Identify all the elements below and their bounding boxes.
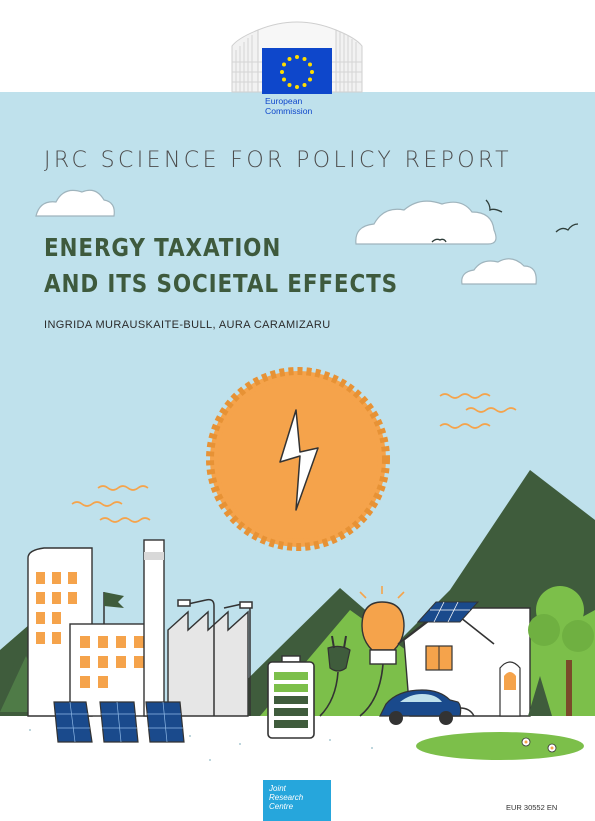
cloud-icon (461, 258, 537, 285)
house-icon (397, 601, 531, 717)
report-title: ENERGY TAXATION AND ITS SOCIETAL EFFECTS (44, 230, 405, 302)
cloud-icon (355, 200, 497, 245)
report-number: EUR 30552 EN (506, 803, 558, 812)
cloud-icon (35, 189, 115, 217)
jrc-line-3: Centre (269, 802, 294, 811)
report-authors: INGRIDA MURAUSKAITE-BULL, AURA CARAMIZAR… (44, 319, 331, 331)
grass-patch-icon (416, 732, 584, 760)
ground-texture (29, 729, 373, 761)
wind-icon (71, 393, 517, 523)
title-line-1: ENERGY TAXATION (44, 233, 282, 262)
jrc-logo: Joint Research Centre (263, 780, 331, 821)
factory-icon (143, 539, 249, 717)
tree-icon (528, 586, 594, 716)
bird-icon (431, 199, 579, 243)
office-building-icon (27, 547, 157, 717)
european-commission-logo: European Commission (262, 48, 332, 123)
logo-wordmark: European Commission (265, 96, 333, 116)
plug-icon (319, 635, 351, 717)
street-lamp-icon (177, 598, 253, 716)
battery-icon (267, 655, 315, 739)
sun-lightning-icon (206, 367, 390, 551)
logo-line-2: Commission (265, 106, 313, 116)
solar-panel-icon (53, 701, 185, 743)
jrc-wordmark: Joint Research Centre (269, 784, 303, 811)
logo-line-1: European (265, 96, 303, 106)
report-series: JRC SCIENCE FOR POLICY REPORT (44, 148, 512, 173)
title-line-2: AND ITS SOCIETAL EFFECTS (44, 269, 398, 298)
eu-flag-icon (262, 48, 332, 94)
jrc-line-1: Joint (269, 784, 286, 793)
lightbulb-icon (359, 586, 405, 717)
jrc-line-2: Research (269, 793, 304, 802)
electric-car-icon (379, 689, 475, 725)
